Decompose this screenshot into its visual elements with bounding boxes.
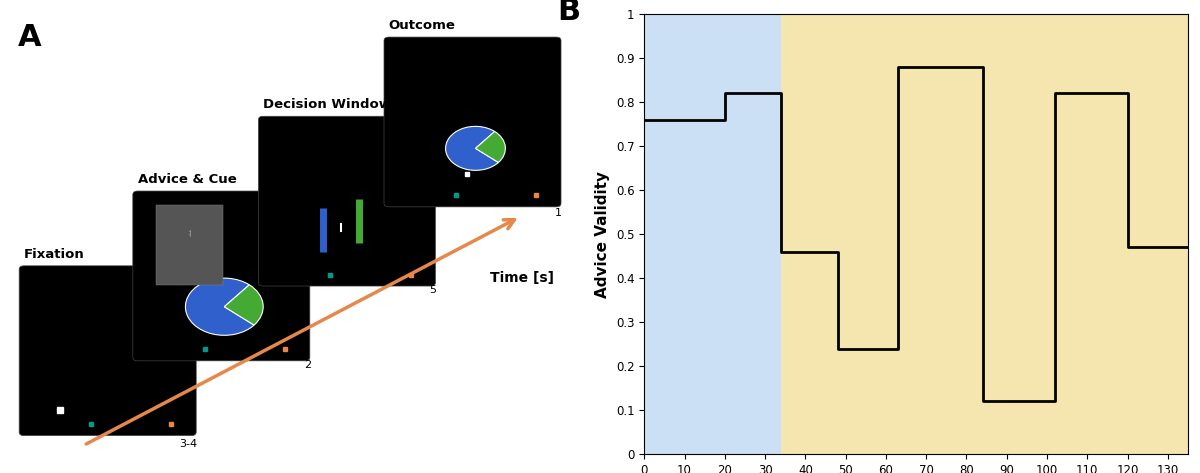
Wedge shape bbox=[445, 126, 498, 170]
Text: A: A bbox=[18, 23, 42, 52]
Wedge shape bbox=[475, 131, 505, 163]
Text: B: B bbox=[557, 0, 581, 26]
FancyBboxPatch shape bbox=[258, 116, 436, 286]
Text: Advice & Cue: Advice & Cue bbox=[138, 173, 236, 186]
FancyBboxPatch shape bbox=[19, 266, 197, 436]
Bar bbox=[781, 14, 1188, 454]
FancyBboxPatch shape bbox=[384, 37, 562, 207]
Text: Outcome: Outcome bbox=[389, 19, 456, 32]
Wedge shape bbox=[186, 278, 254, 335]
Text: Time [s]: Time [s] bbox=[491, 271, 554, 285]
Text: Decision Window: Decision Window bbox=[263, 98, 391, 111]
Wedge shape bbox=[224, 285, 263, 325]
Text: 1: 1 bbox=[556, 208, 563, 218]
FancyBboxPatch shape bbox=[133, 191, 310, 361]
Y-axis label: Advice Validity: Advice Validity bbox=[595, 171, 611, 298]
Bar bbox=[644, 14, 781, 454]
Text: Volatile: Volatile bbox=[949, 0, 1020, 1]
Text: 3-4: 3-4 bbox=[179, 438, 197, 449]
FancyBboxPatch shape bbox=[156, 205, 222, 285]
Text: Fixation: Fixation bbox=[24, 247, 85, 261]
Text: Stable: Stable bbox=[683, 0, 743, 1]
Text: 2: 2 bbox=[304, 359, 311, 369]
Text: :|: :| bbox=[187, 230, 192, 237]
Text: 5: 5 bbox=[430, 285, 437, 295]
